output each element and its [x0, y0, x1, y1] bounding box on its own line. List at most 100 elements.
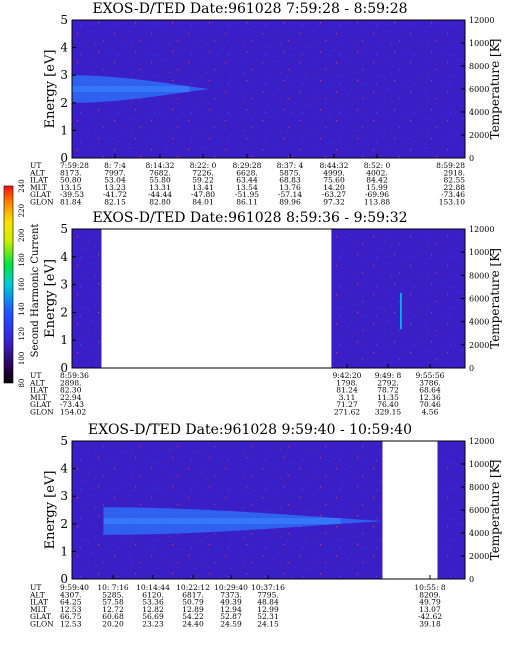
table-cell: 24.15: [257, 620, 279, 629]
table-cell: 6817.: [182, 590, 203, 599]
table-cell: 52.87: [220, 612, 242, 621]
table-cell: 49.39: [220, 598, 242, 607]
table-row-label: GLAT: [30, 190, 51, 199]
y-tick-label: 0: [60, 572, 68, 586]
table-cell: 10:22:12: [176, 583, 210, 592]
y-tick-label: 1: [60, 333, 68, 347]
table-row-label: ILAT: [30, 386, 48, 395]
table-cell: 89.96: [279, 198, 301, 207]
ephemeris-table: UT 7:59:28 8: 7:4 8:14:32 8:22: 0 8:29:28 8:37…: [29, 161, 465, 207]
table-cell: 8:22: 0: [190, 161, 217, 170]
table-cell: 54.22: [182, 612, 204, 621]
table-cell: 12.89: [182, 605, 204, 614]
y2-tick-label: 8000: [469, 62, 489, 71]
table-cell: 13.15: [60, 183, 82, 192]
y-tick-label: 1: [60, 544, 68, 558]
table-cell: -51.95: [235, 190, 259, 199]
ephemeris-table: UT 9:59:40 10: 7:16 10:14:44 10:22:12 10:29:4…: [29, 583, 446, 629]
table-cell: 60.68: [102, 612, 124, 621]
y-tick-label: 2: [60, 517, 68, 531]
table-cell: 8:44:32: [320, 161, 349, 170]
table-cell: 12.99: [257, 605, 279, 614]
table-row-label: GLON: [30, 408, 54, 417]
table-cell: 13.31: [149, 183, 170, 192]
table-cell: 20.20: [102, 620, 124, 629]
table-cell: 154.02: [60, 408, 86, 417]
table-cell: 64.25: [60, 598, 82, 607]
table-cell: 4307.: [60, 590, 81, 599]
table-row-label: MLT: [30, 393, 47, 402]
table-cell: 2918.: [444, 168, 465, 177]
table-cell: 153.10: [439, 198, 465, 207]
table-cell: 84.01: [192, 198, 213, 207]
table-cell: 39.18: [419, 620, 441, 629]
y2-tick-label: 4000: [469, 529, 489, 538]
table-cell: -47.80: [191, 190, 215, 199]
y-axis-label: Energy [eV]: [43, 471, 58, 550]
table-cell: 8:37: 4: [277, 161, 304, 170]
table-cell: 8:59:28: [436, 161, 465, 170]
table-row-label: ILAT: [30, 176, 48, 185]
y2-tick-label: 2000: [469, 341, 489, 350]
y2-tick-label: 6000: [469, 295, 489, 304]
table-cell: 9:59:40: [60, 583, 89, 592]
y2-tick-label: 12000: [469, 225, 494, 234]
energy-band-core: [72, 86, 189, 92]
y2-tick-label: 4000: [469, 108, 489, 117]
table-cell: 10:29:40: [214, 583, 248, 592]
table-row-label: GLAT: [30, 400, 51, 409]
spike-mark: [400, 292, 402, 330]
table-cell: 7373.: [220, 590, 241, 599]
table-row-label: ALT: [29, 378, 45, 387]
table-cell: 4999.: [323, 168, 344, 177]
table-cell: 75.60: [323, 176, 345, 185]
y2-axis-label: Temperature [K]: [488, 248, 502, 349]
spectrogram-panel-1: EXOS-D/TED Date:961028 7:59:28 - 8:59:28…: [29, 1, 502, 207]
table-cell: 8:14:32: [146, 161, 175, 170]
y2-tick-label: 6000: [469, 85, 489, 94]
table-cell: 3.11: [339, 393, 356, 402]
table-cell: 9:55:56: [416, 371, 445, 380]
table-cell: 13.41: [192, 183, 213, 192]
table-cell: 15.99: [366, 183, 388, 192]
table-cell: 2898.: [60, 378, 81, 387]
table-row-label: MLT: [30, 183, 47, 192]
y-tick-label: 3: [60, 278, 68, 292]
table-cell: 6120.: [142, 590, 163, 599]
panel-title: EXOS-D/TED Date:961028 9:59:40 - 10:59:4…: [88, 422, 412, 438]
table-cell: 84.42: [366, 176, 388, 185]
y2-tick-label: 4000: [469, 318, 489, 327]
table-cell: 8:52: 0: [364, 161, 391, 170]
spectrogram-panel-2: EXOS-D/TED Date:961028 8:59:36 - 9:59:32…: [29, 210, 502, 417]
colorbar-tick-label: 160: [18, 278, 26, 291]
table-cell: 68.64: [419, 386, 441, 395]
table-cell: 4002.: [366, 168, 387, 177]
table-cell: -63.27: [322, 190, 346, 199]
table-cell: 7682.: [149, 168, 170, 177]
y-tick-label: 5: [60, 13, 68, 27]
table-cell: 50.79: [182, 598, 204, 607]
table-row-label: ALT: [29, 590, 45, 599]
y-tick-label: 5: [60, 222, 68, 236]
data-region: [331, 229, 465, 368]
table-cell: 22.88: [444, 183, 466, 192]
table-cell: -73.46: [441, 190, 465, 199]
table-cell: 97.32: [323, 198, 345, 207]
table-cell: 66.75: [60, 612, 82, 621]
y-tick-label: 0: [60, 151, 68, 165]
table-cell: 12.94: [220, 605, 242, 614]
table-cell: 23.23: [142, 620, 164, 629]
colorbar-tick-label: 240: [18, 179, 26, 192]
y-tick-label: 1: [60, 123, 68, 137]
y-tick-label: 4: [60, 41, 68, 55]
y2-axis-label: Temperature [K]: [488, 460, 502, 561]
y2-tick-label: 12000: [469, 16, 494, 25]
table-row-label: UT: [30, 583, 41, 592]
table-cell: 78.72: [377, 386, 399, 395]
table-cell: 5875.: [279, 168, 300, 177]
y2-tick-label: 0: [469, 154, 474, 163]
table-cell: -41.72: [103, 190, 127, 199]
panel-title: EXOS-D/TED Date:961028 8:59:36 - 9:59:32: [92, 210, 407, 226]
table-cell: 22.94: [60, 393, 82, 402]
table-cell: 11.35: [377, 393, 399, 402]
